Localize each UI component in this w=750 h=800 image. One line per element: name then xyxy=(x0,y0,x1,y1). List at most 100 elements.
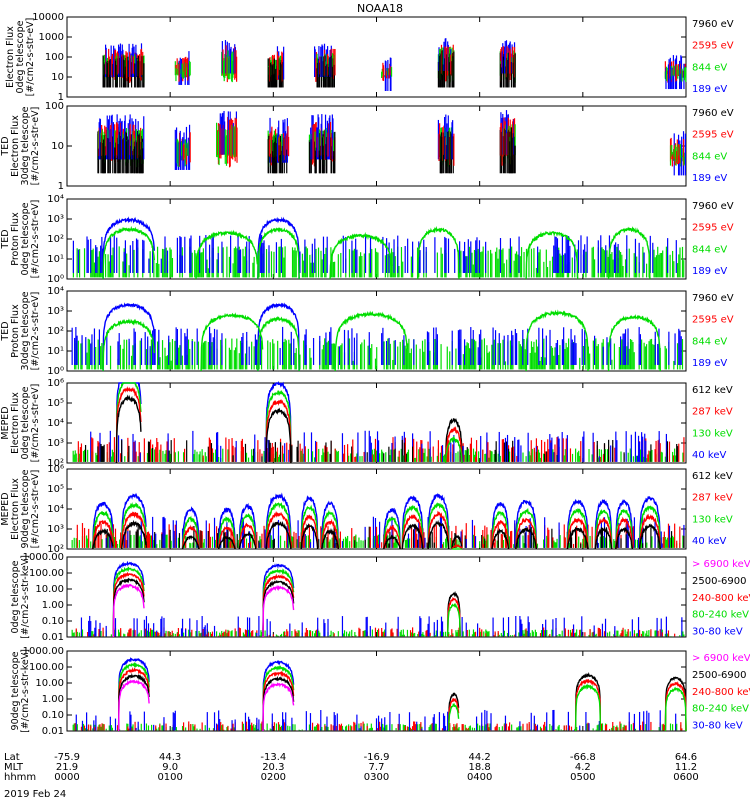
series-curve xyxy=(262,584,295,638)
series-curve xyxy=(181,535,200,550)
series-curve xyxy=(321,518,339,550)
series-curve xyxy=(664,676,687,732)
y-tick-label: 10³ xyxy=(47,214,64,225)
panel-3: 10⁴ 10³ 10² 10¹ 10⁰ TED Proton Flux 0deg telesc… xyxy=(0,194,734,285)
series-curve xyxy=(574,672,602,732)
series-curve xyxy=(451,544,463,550)
footer-value: 0000 xyxy=(54,772,79,783)
series-curve xyxy=(427,502,450,550)
legend-entry: 40 keV xyxy=(692,450,726,461)
y-axis-label: 0deg telescope xyxy=(10,560,21,633)
y-tick-label: 10¹ xyxy=(47,346,64,357)
series-curve xyxy=(594,516,613,550)
y-tick-label: 10⁰ xyxy=(47,274,64,285)
legend-entry: 80-240 keV xyxy=(692,704,749,715)
series-curve xyxy=(427,510,450,550)
series-curve xyxy=(566,508,589,550)
series-curve xyxy=(257,216,300,280)
footer-value: -16.9 xyxy=(364,752,390,763)
legend-entry: 7960 eV xyxy=(692,108,734,119)
series-curve xyxy=(115,386,142,464)
series-curve xyxy=(300,504,319,550)
chart-title: NOAA18 xyxy=(357,2,403,15)
plot-frame xyxy=(66,556,687,638)
y-tick-label: 10² xyxy=(47,234,64,245)
series-curve xyxy=(117,666,150,732)
y-tick-label: 10 xyxy=(51,72,64,83)
series-curve xyxy=(195,229,259,280)
series-curve xyxy=(417,225,460,280)
series-curve xyxy=(102,225,155,280)
series-curve xyxy=(262,670,295,732)
footer-row-label: hhmm xyxy=(4,772,36,783)
series-data xyxy=(72,216,685,280)
y-axis-label: Proton Flux xyxy=(10,304,21,358)
series-curve xyxy=(238,502,257,550)
series-curve xyxy=(265,510,292,550)
y-axis-label: [#/cm2-s-str-eV] xyxy=(30,107,41,186)
y-tick-label: 10⁵ xyxy=(47,398,64,409)
series-curve xyxy=(265,492,292,550)
y-tick-label: 10³ xyxy=(47,438,64,449)
y-tick-label: 10³ xyxy=(47,306,64,317)
y-tick-label: 10² xyxy=(47,326,64,337)
series-curve xyxy=(321,527,339,550)
series-curve xyxy=(181,524,200,550)
y-tick-label: 1000.00 xyxy=(23,646,64,657)
series-curve xyxy=(615,525,634,550)
series-curve xyxy=(262,563,295,638)
y-axis-label: 30deg telescope xyxy=(20,106,31,185)
y-axis-label: TED xyxy=(0,229,11,249)
series-curve xyxy=(615,509,634,550)
series-curve xyxy=(262,665,295,732)
series-curve xyxy=(112,577,145,638)
legend-entry: 189 eV xyxy=(692,266,727,277)
footer-value: 0200 xyxy=(261,772,286,783)
footer-value: -75.9 xyxy=(54,752,80,763)
legend-entry: 7960 eV xyxy=(692,19,734,30)
series-curve xyxy=(102,302,155,372)
footer-value: 44.3 xyxy=(159,752,181,763)
y-tick-label: 10⁴ xyxy=(47,194,64,205)
y-tick-label: 10⁴ xyxy=(47,504,64,515)
legend-entry: 844 eV xyxy=(692,244,727,255)
date-label: 2019 Feb 24 xyxy=(4,789,66,800)
y-axis-label: [#/cm2-s-str-keV] xyxy=(20,555,31,639)
y-axis-label: [#/cm2-s-str-eV] xyxy=(30,470,41,549)
series-curve xyxy=(121,519,147,550)
series-curve xyxy=(615,516,634,550)
series-curve xyxy=(112,571,145,638)
y-tick-label: 10⁰ xyxy=(47,366,64,377)
series-curve xyxy=(515,526,538,550)
series-curve xyxy=(447,596,461,638)
series-curve xyxy=(218,526,236,550)
series-curve xyxy=(117,656,150,732)
series-data xyxy=(72,380,685,464)
series-curve xyxy=(427,492,450,550)
legend-entry: 844 eV xyxy=(692,151,727,162)
legend-entry: 240-800 keV xyxy=(692,593,750,604)
y-tick-label: 10⁶ xyxy=(47,378,64,389)
y-axis-label: [#/cm2-s-str-eV] xyxy=(30,384,41,463)
y-axis-label: 0deg telescope xyxy=(15,20,26,93)
y-axis-label: Proton Flux xyxy=(10,212,21,266)
series-curve xyxy=(262,675,295,732)
footer-row-label: MLT xyxy=(4,762,24,773)
series-curve xyxy=(401,495,424,550)
series-curve xyxy=(121,502,147,550)
series-curve xyxy=(200,312,264,372)
y-axis-label: MEPED xyxy=(0,492,11,525)
series-curve xyxy=(664,681,687,732)
series-curve xyxy=(321,500,339,550)
series-data xyxy=(102,38,687,91)
series-curve xyxy=(265,398,292,464)
y-tick-label: 1.00 xyxy=(42,694,64,705)
y-tick-label: 10000 xyxy=(32,12,64,23)
footer-value: 4.2 xyxy=(575,762,591,773)
legend-entry: 189 eV xyxy=(692,84,727,95)
legend-entry: 612 keV xyxy=(692,385,733,396)
series-curve xyxy=(329,231,393,280)
y-tick-label: 10.00 xyxy=(35,678,64,689)
series-curve xyxy=(117,679,150,732)
